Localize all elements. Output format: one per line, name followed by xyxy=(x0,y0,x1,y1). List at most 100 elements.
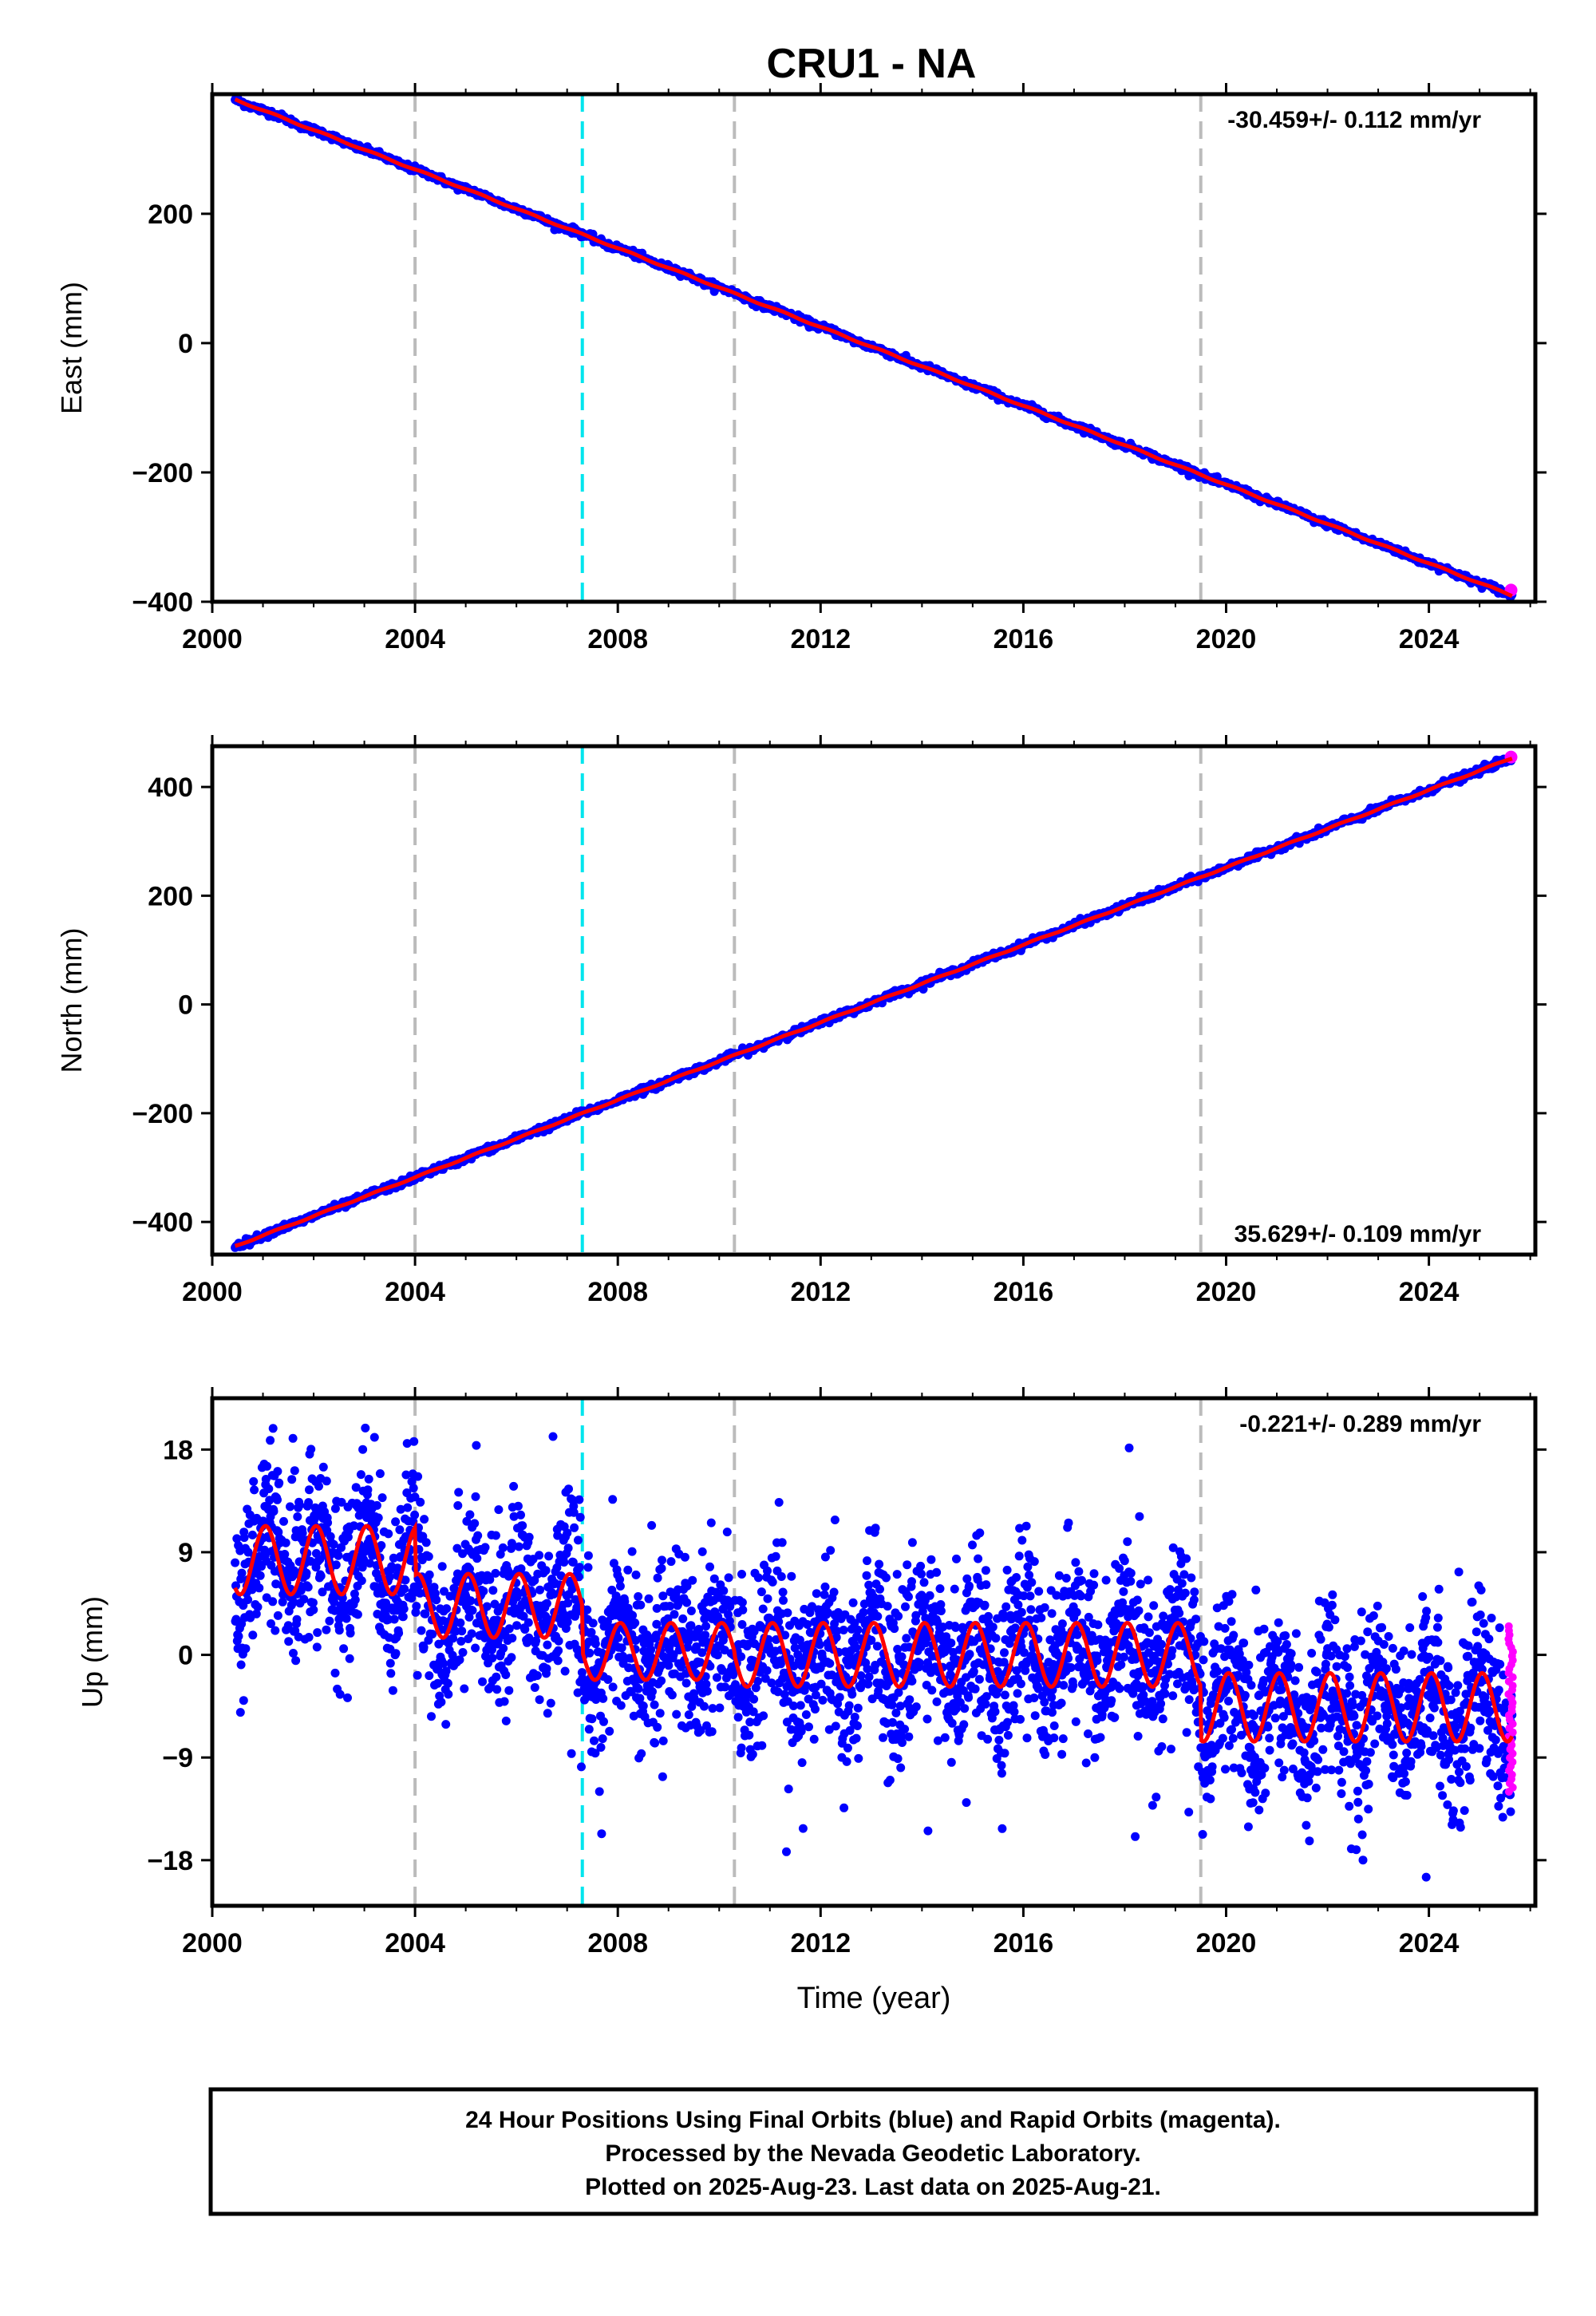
data-point xyxy=(767,1678,776,1688)
data-point xyxy=(867,1635,876,1645)
data-point xyxy=(234,1631,243,1641)
x-tick-label: 2012 xyxy=(790,1277,851,1307)
data-point xyxy=(542,1664,551,1674)
data-point xyxy=(337,1497,346,1507)
data-point xyxy=(737,1598,747,1607)
data-point xyxy=(268,1424,278,1433)
data-point xyxy=(851,1733,861,1743)
data-point xyxy=(239,1533,249,1543)
data-point xyxy=(748,1749,757,1759)
data-point xyxy=(365,1559,374,1568)
data-point xyxy=(719,1586,729,1595)
data-point xyxy=(839,1626,848,1634)
data-point xyxy=(259,1517,268,1527)
data-point xyxy=(935,1584,945,1594)
data-point xyxy=(583,1551,593,1560)
data-point xyxy=(308,1598,318,1607)
data-point xyxy=(346,1628,355,1638)
data-point xyxy=(768,1577,777,1587)
data-point xyxy=(911,1611,921,1620)
data-point xyxy=(466,1596,476,1606)
data-point xyxy=(375,1469,385,1478)
data-point xyxy=(470,1519,480,1528)
data-point xyxy=(688,1575,697,1585)
east-panel: 2000 2004 2008 2012 2016 2020 20242000−200−400… xyxy=(55,83,1547,654)
y-tick-label: −200 xyxy=(132,1099,193,1129)
data-point xyxy=(780,1630,790,1640)
data-point xyxy=(391,1649,401,1658)
data-point xyxy=(374,1574,384,1583)
y-tick-label: 400 xyxy=(148,773,193,803)
data-point xyxy=(749,1694,759,1704)
data-point xyxy=(396,1504,405,1514)
data-point xyxy=(872,1642,882,1651)
x-tick-label: 2004 xyxy=(385,624,445,654)
x-tick-label: 2008 xyxy=(587,624,648,654)
data-point xyxy=(372,1500,381,1510)
data-point xyxy=(904,1732,914,1741)
data-point xyxy=(421,1538,431,1547)
data-point xyxy=(500,1697,509,1706)
data-point xyxy=(384,1529,393,1539)
data-point xyxy=(850,1713,859,1721)
data-point xyxy=(442,1604,452,1614)
data-point xyxy=(417,1626,426,1635)
data-point xyxy=(751,1683,760,1693)
data-point xyxy=(574,1535,583,1545)
data-point xyxy=(590,1736,598,1745)
data-point xyxy=(721,1682,730,1692)
data-point xyxy=(251,1609,261,1618)
data-point xyxy=(339,1644,349,1654)
data-point xyxy=(473,1531,483,1540)
data-point xyxy=(936,1607,946,1615)
data-point xyxy=(575,1512,585,1522)
data-point xyxy=(597,1829,606,1839)
data-point xyxy=(292,1614,302,1624)
data-point xyxy=(373,1513,383,1523)
data-point xyxy=(508,1634,517,1643)
data-point xyxy=(509,1481,519,1491)
data-point xyxy=(738,1605,748,1614)
data-point xyxy=(563,1543,573,1553)
data-point xyxy=(636,1600,646,1610)
data-point xyxy=(498,1543,508,1552)
data-point xyxy=(595,1787,604,1796)
data-point xyxy=(684,1710,693,1720)
data-point xyxy=(266,1436,275,1445)
y-tick-label: −200 xyxy=(132,458,193,488)
data-point xyxy=(598,1694,608,1703)
data-point xyxy=(413,1670,422,1680)
data-point xyxy=(235,1708,245,1717)
y-tick-label: −400 xyxy=(132,587,193,618)
data-point xyxy=(313,1628,322,1638)
data-point xyxy=(588,1618,598,1628)
data-point xyxy=(524,1633,534,1642)
data-point xyxy=(455,1655,464,1665)
data-point xyxy=(471,1643,480,1653)
data-point xyxy=(237,1568,247,1578)
data-point xyxy=(309,1605,318,1614)
data-point xyxy=(488,1645,496,1654)
data-point xyxy=(759,1711,768,1721)
data-point xyxy=(343,1693,352,1702)
data-point xyxy=(615,1575,625,1584)
data-point xyxy=(248,1630,258,1640)
y-tick-label: 200 xyxy=(148,881,193,911)
data-point xyxy=(900,1725,910,1734)
data-point xyxy=(584,1725,594,1734)
data-point xyxy=(458,1648,468,1657)
data-point xyxy=(883,1602,892,1611)
data-point xyxy=(745,1717,755,1727)
data-point xyxy=(532,1671,542,1680)
data-point xyxy=(901,1602,910,1611)
data-point xyxy=(853,1625,863,1634)
data-point xyxy=(485,1575,495,1584)
data-point xyxy=(816,1679,826,1689)
y-axis-label: North (mm) xyxy=(55,928,88,1073)
velocity-label: -30.459+/- 0.112 mm/yr xyxy=(1227,107,1481,133)
data-point xyxy=(875,1584,884,1594)
data-point xyxy=(804,1722,813,1732)
data-point xyxy=(682,1598,692,1607)
x-tick-label: 2000 xyxy=(182,624,243,654)
data-point xyxy=(888,1717,897,1727)
